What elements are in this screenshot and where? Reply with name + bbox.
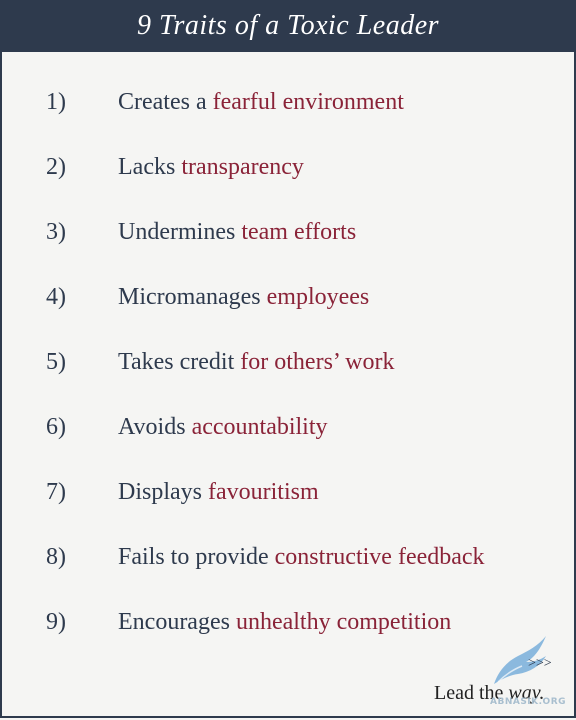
list-item: 5) Takes credit for others’ work — [2, 342, 574, 382]
item-plain-text: Encourages — [118, 608, 236, 635]
list-item: 8) Fails to provide constructive feedbac… — [2, 537, 574, 577]
item-plain-text: Avoids — [118, 413, 192, 440]
item-text: Creates a fearful environment — [118, 89, 404, 116]
tagline-emphasis: way. — [508, 682, 545, 704]
item-plain-text: Takes credit — [118, 348, 241, 375]
item-highlight-text: team efforts — [241, 218, 357, 245]
item-number: 3) — [46, 218, 66, 245]
item-number: 8) — [46, 543, 66, 570]
item-highlight-text: favouritism — [208, 478, 319, 505]
item-text: Fails to provide constructive feedback — [118, 544, 485, 571]
list-item: 3) Undermines team efforts — [2, 212, 574, 252]
list-item: 9) Encourages unhealthy competition — [2, 602, 574, 642]
item-highlight-text: constructive feedback — [274, 543, 485, 570]
item-number: 6) — [46, 413, 66, 440]
item-number: 7) — [46, 478, 66, 505]
list-item: 4) Micromanages employees — [2, 277, 574, 317]
item-plain-text: Displays — [118, 478, 208, 505]
item-text: Avoids accountability — [118, 414, 328, 441]
item-number: 1) — [46, 88, 66, 115]
item-text: Lacks transparency — [118, 154, 304, 181]
page-title: 9 Traits of a Toxic Leader — [136, 10, 440, 41]
item-highlight-text: unhealthy competition — [235, 608, 452, 635]
item-text: Micromanages employees — [118, 284, 369, 311]
item-number: 4) — [46, 283, 66, 310]
list-item: 1) Creates a fearful environment — [2, 82, 574, 122]
item-text: Encourages unhealthy competition — [118, 609, 451, 636]
item-plain-text: Fails to provide — [118, 543, 275, 570]
item-highlight-text: for others’ work — [240, 348, 395, 375]
item-number: 5) — [46, 348, 66, 375]
item-text: Takes credit for others’ work — [118, 349, 394, 376]
item-highlight-text: accountability — [191, 413, 328, 440]
item-text: Displays favouritism — [118, 479, 319, 506]
item-highlight-text: fearful environment — [212, 88, 404, 115]
item-plain-text: Lacks — [118, 153, 182, 180]
item-plain-text: Undermines — [118, 218, 242, 245]
list-item: 7) Displays favouritism — [2, 472, 574, 512]
item-highlight-text: employees — [266, 283, 370, 310]
item-text: Undermines team efforts — [118, 219, 356, 246]
item-highlight-text: transparency — [181, 153, 304, 180]
list-item: 6) Avoids accountability — [2, 407, 574, 447]
item-plain-text: Micromanages — [118, 283, 267, 310]
header-bar: 9 Traits of a Toxic Leader — [0, 0, 576, 52]
watermark: ABNASIK.ORG — [490, 697, 567, 707]
item-number: 2) — [46, 153, 66, 180]
arrows-indicator: >>> — [528, 656, 552, 671]
item-number: 9) — [46, 608, 66, 635]
bird-logo-icon — [494, 636, 546, 684]
list-item: 2) Lacks transparency — [2, 147, 574, 187]
tagline-plain: Lead the — [434, 682, 509, 704]
item-plain-text: Creates a — [118, 88, 213, 115]
tagline: Lead the way. — [434, 682, 545, 705]
content-frame: 1) Creates a fearful environment 2) Lack… — [0, 52, 576, 718]
